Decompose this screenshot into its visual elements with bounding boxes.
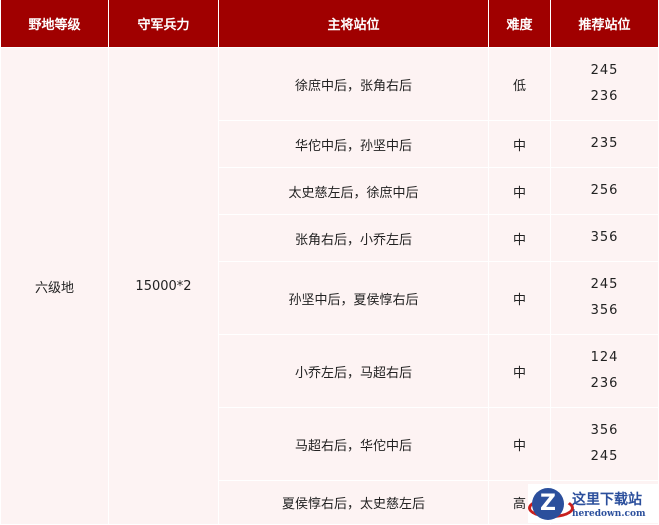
- watermark-en: heredown.com: [572, 508, 646, 519]
- recommended-cell: 245 236: [550, 47, 659, 121]
- difficulty-cell: 中: [488, 167, 551, 215]
- header-difficulty: 难度: [488, 0, 551, 48]
- header-troops: 守军兵力: [108, 0, 219, 48]
- watermark-logo: Z 这里下载站 heredown.com: [528, 484, 659, 523]
- recommended-position: 256: [590, 183, 619, 198]
- recommended-position: 356: [590, 423, 619, 438]
- generals-cell: 徐庶中后，张角右后: [218, 47, 489, 121]
- level-cell: 六级地: [0, 47, 109, 525]
- recommended-position: 235: [590, 136, 619, 151]
- table-row: 孙坚中后，夏侯惇右后中 245 356: [1, 261, 659, 335]
- recommended-position: 245: [590, 277, 619, 292]
- recommended-cell: 356: [550, 214, 659, 262]
- recommended-cell: 245 356: [550, 261, 659, 335]
- recommended-cell: 235: [550, 120, 659, 168]
- table-row: 太史慈左后，徐庶中后中 256: [1, 167, 659, 215]
- troops-cell: 15000*2: [108, 47, 219, 525]
- recommended-cell: 124 236: [550, 334, 659, 408]
- header-generals: 主将站位: [218, 0, 489, 48]
- difficulty-cell: 中: [488, 407, 551, 481]
- generals-cell: 太史慈左后，徐庶中后: [218, 167, 489, 215]
- generals-cell: 马超右后，华佗中后: [218, 407, 489, 481]
- recommended-position: 236: [590, 89, 619, 104]
- table-row: 六级地 15000*2 徐庶中后，张角右后低 245 236: [0, 47, 659, 525]
- generals-cell: 小乔左后，马超右后: [218, 334, 489, 408]
- recommended-position: 356: [590, 303, 619, 318]
- recommended-position: 245: [590, 449, 619, 464]
- watermark-cn: 这里下载站: [572, 491, 642, 508]
- difficulty-cell: 中: [488, 214, 551, 262]
- generals-cell: 孙坚中后，夏侯惇右后: [218, 261, 489, 335]
- recommended-cell: 356 245: [550, 407, 659, 481]
- recommended-position: 356: [590, 230, 619, 245]
- header-recommended: 推荐站位: [550, 0, 659, 48]
- generals-cell: 张角右后，小乔左后: [218, 214, 489, 262]
- generals-cell: 华佗中后，孙坚中后: [218, 120, 489, 168]
- table-row: 华佗中后，孙坚中后中 235: [1, 120, 659, 168]
- recommended-position: 245: [590, 63, 619, 78]
- table-row: 小乔左后，马超右后中 124 236: [1, 334, 659, 408]
- generals-cell: 夏侯惇右后，太史慈左后: [218, 480, 489, 525]
- difficulty-cell: 中: [488, 261, 551, 335]
- heredown-logo-icon: Z: [528, 486, 574, 522]
- difficulty-cell: 中: [488, 334, 551, 408]
- table-row: 张角右后，小乔左后中 356: [1, 214, 659, 262]
- header-row: 野地等级 守军兵力 主将站位 难度 推荐站位: [0, 0, 659, 48]
- difficulty-cell: 低: [488, 47, 551, 121]
- recommended-cell: 256: [550, 167, 659, 215]
- recommended-position: 236: [590, 376, 619, 391]
- difficulty-cell: 中: [488, 120, 551, 168]
- recommended-position: 124: [590, 350, 619, 365]
- header-level: 野地等级: [0, 0, 109, 48]
